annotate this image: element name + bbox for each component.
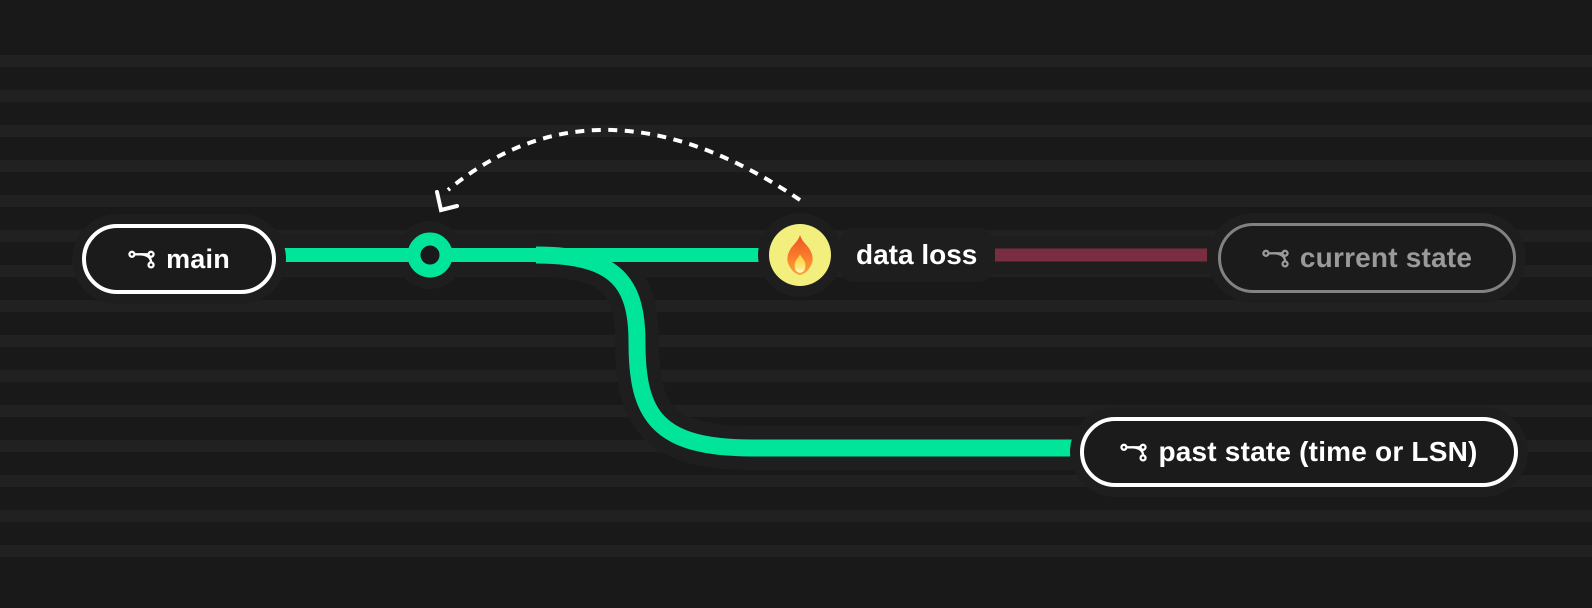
fire-icon [787, 235, 813, 275]
branch-pill-current-state-label: current state [1299, 242, 1473, 273]
branch-point-node [407, 232, 453, 278]
branch-pill-past-state: past state (time or LSN) [1080, 417, 1518, 487]
fire-badge [769, 224, 831, 286]
git-branch-icon [128, 250, 155, 269]
git-branch-icon [1120, 443, 1148, 462]
git-branch-icon [1262, 249, 1289, 268]
edge-restore-branch [535, 246, 1096, 457]
restore-dashed-arc [446, 127, 802, 202]
branch-pill-past-state-label: past state (time or LSN) [1158, 436, 1478, 467]
branch-pill-main: main [82, 224, 276, 294]
data-loss-label: data loss [840, 228, 994, 282]
branch-pill-main-label: main [166, 243, 230, 274]
restore-arrowhead-icon [435, 190, 459, 213]
branch-pill-current-state: current state [1218, 223, 1516, 293]
